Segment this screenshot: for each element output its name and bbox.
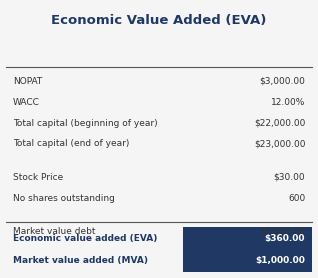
Text: WACC: WACC: [13, 98, 40, 107]
Text: Economic value added (EVA): Economic value added (EVA): [13, 234, 157, 242]
Text: NOPAT: NOPAT: [13, 77, 42, 86]
Text: Market value added (MVA): Market value added (MVA): [13, 257, 148, 265]
Text: 12.00%: 12.00%: [271, 98, 305, 107]
Text: Market value debt: Market value debt: [13, 227, 95, 236]
Text: Total capital (beginning of year): Total capital (beginning of year): [13, 118, 157, 128]
Text: $23,000.00: $23,000.00: [254, 139, 305, 148]
Text: $1,000.00: $1,000.00: [255, 257, 305, 265]
Text: $360.00: $360.00: [265, 234, 305, 242]
Text: 600: 600: [288, 193, 305, 203]
Text: $30.00: $30.00: [274, 173, 305, 182]
Text: No shares outstanding: No shares outstanding: [13, 193, 114, 203]
Text: Stock Price: Stock Price: [13, 173, 63, 182]
Text: $3,000.00: $3,000.00: [259, 77, 305, 86]
Text: Total capital (end of year): Total capital (end of year): [13, 139, 129, 148]
Text: $22,000.00: $22,000.00: [254, 118, 305, 128]
FancyBboxPatch shape: [183, 227, 312, 272]
Text: $6,000.00: $6,000.00: [259, 227, 305, 236]
Text: Economic Value Added (EVA): Economic Value Added (EVA): [51, 14, 267, 27]
